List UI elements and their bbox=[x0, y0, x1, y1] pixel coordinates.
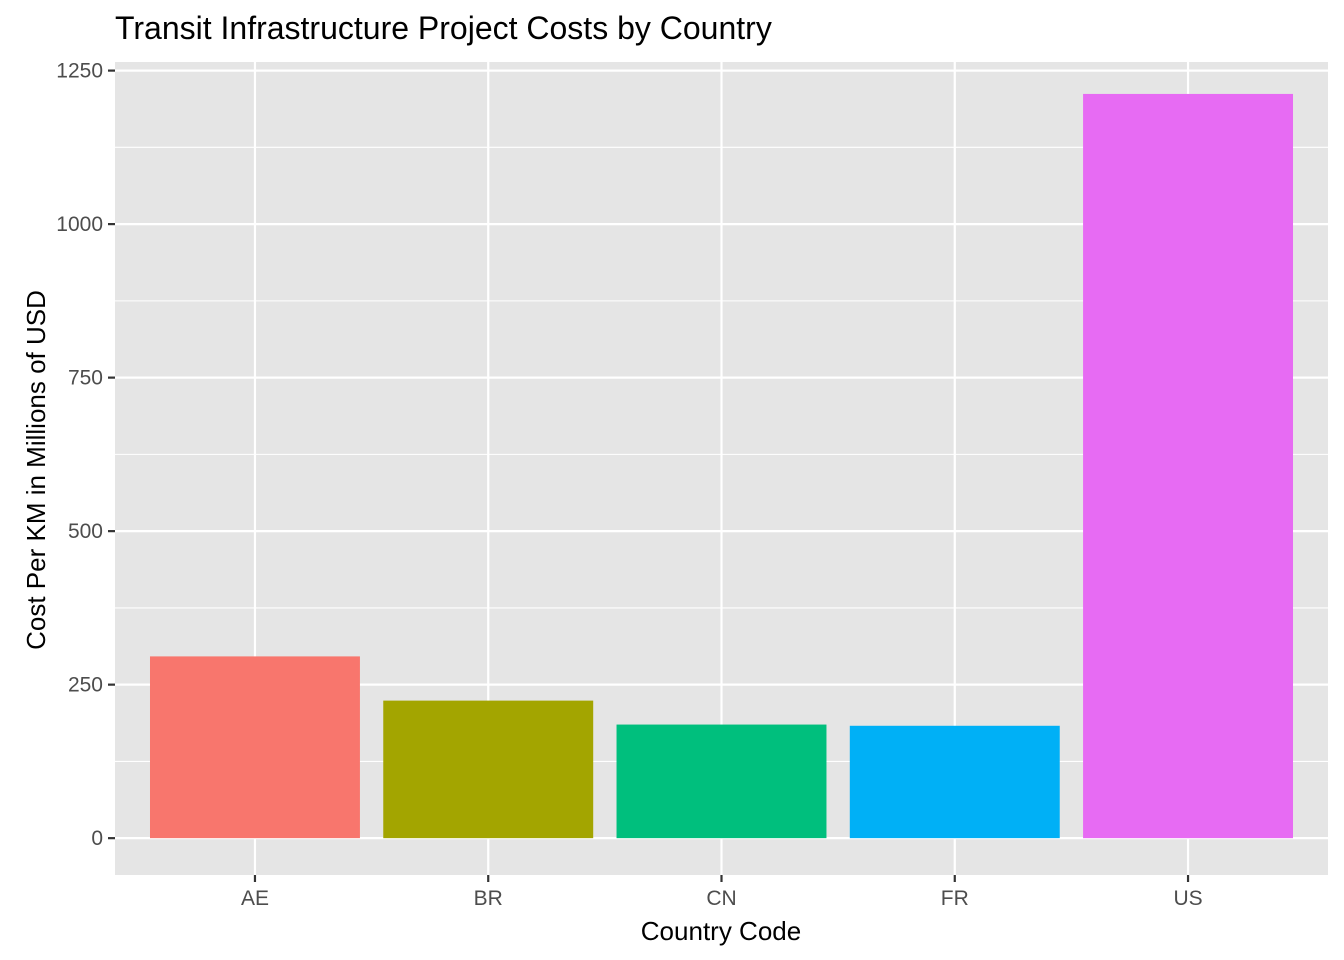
y-tick-label: 0 bbox=[91, 827, 103, 850]
y-tick-label: 1250 bbox=[56, 60, 103, 83]
bars bbox=[149, 93, 1294, 839]
x-tick-label: US bbox=[1173, 887, 1202, 910]
x-tick-label: FR bbox=[941, 887, 969, 910]
x-axis: AE BR CN FR US bbox=[241, 875, 1203, 910]
y-tick-label: 1000 bbox=[56, 213, 103, 236]
bar-us bbox=[1083, 93, 1294, 839]
y-axis-title: Cost Per KM in Millions of USD bbox=[21, 290, 51, 650]
x-tick-label: BR bbox=[474, 887, 503, 910]
bar-br bbox=[383, 700, 594, 839]
y-tick-label: 500 bbox=[68, 520, 103, 543]
x-tick-label: AE bbox=[241, 887, 269, 910]
chart-title: Transit Infrastructure Project Costs by … bbox=[115, 10, 772, 46]
bar-fr bbox=[849, 725, 1060, 839]
y-tick-label: 250 bbox=[68, 674, 103, 697]
x-axis-title: Country Code bbox=[641, 916, 801, 946]
bar-cn bbox=[616, 724, 827, 839]
y-axis: 0 250 500 750 1000 1250 bbox=[56, 60, 115, 850]
x-tick-label: CN bbox=[706, 887, 736, 910]
y-tick-label: 750 bbox=[68, 367, 103, 390]
bar-ae bbox=[149, 656, 360, 839]
